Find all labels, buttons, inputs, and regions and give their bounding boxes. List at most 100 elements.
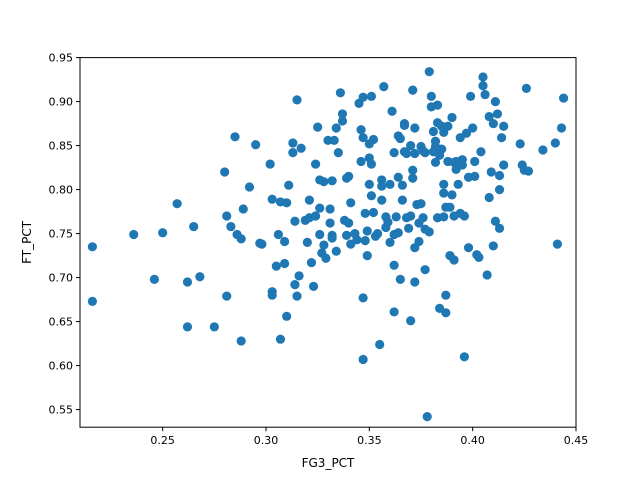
scatter-point	[420, 265, 430, 275]
scatter-point	[463, 243, 474, 253]
scatter-point	[222, 211, 232, 221]
scatter-point	[346, 198, 356, 208]
scatter-point	[265, 159, 275, 169]
x-axis-ticks: 0.25 0.30 0.35 0.40 0.45	[150, 427, 588, 447]
x-tick-label: 0.30	[254, 434, 279, 447]
scatter-point	[360, 208, 370, 218]
scatter-point	[195, 272, 205, 282]
scatter-point	[406, 211, 416, 221]
scatter-point	[189, 221, 199, 232]
scatter-point	[437, 144, 447, 154]
scatter-point	[559, 93, 569, 103]
y-tick-label: 0.90	[49, 96, 74, 109]
scatter-point	[449, 255, 459, 265]
scatter-point	[280, 258, 290, 269]
scatter-point	[358, 133, 368, 143]
scatter-point	[426, 91, 436, 101]
scatter-point	[304, 195, 314, 205]
scatter-point	[158, 228, 168, 238]
scatter-point	[443, 121, 453, 131]
y-axis-ticks: 0.55 0.60 0.65 0.70 0.75 0.80 0.85 0.90 0.95	[49, 52, 80, 417]
scatter-point	[358, 92, 368, 102]
scatter-point	[368, 207, 379, 218]
scatter-point	[424, 227, 434, 237]
scatter-point	[439, 179, 449, 189]
scatter-point	[408, 165, 418, 175]
scatter-point	[488, 241, 498, 251]
y-tick-label: 0.70	[49, 272, 74, 285]
scatter-point	[226, 221, 236, 232]
scatter-point	[87, 296, 97, 306]
plot-frame	[79, 57, 577, 428]
scatter-point	[230, 132, 240, 142]
scatter-point	[494, 170, 505, 181]
scatter-point	[296, 143, 306, 153]
scatter-point	[333, 148, 343, 158]
scatter-point	[478, 81, 488, 91]
scatter-point	[441, 308, 451, 318]
scatter-point	[552, 239, 563, 249]
scatter-point	[410, 123, 420, 133]
scatter-point	[311, 159, 321, 169]
scatter-point	[476, 147, 486, 157]
scatter-point	[271, 261, 281, 271]
scatter-point	[408, 173, 418, 183]
scatter-point	[288, 138, 298, 148]
scatter-point	[368, 134, 379, 145]
scatter-point	[337, 109, 348, 119]
scatter-point	[410, 148, 420, 159]
scatter-point	[490, 216, 500, 226]
scatter-point	[366, 91, 376, 101]
scatter-point	[497, 133, 507, 143]
scatter-point	[445, 202, 455, 212]
scatter-point	[389, 148, 399, 158]
scatter-point	[484, 111, 494, 122]
scatter-point	[492, 109, 503, 119]
scatter-point	[385, 179, 395, 189]
scatter-point	[397, 180, 407, 190]
scatter-point	[406, 316, 416, 326]
scatter-point	[290, 280, 300, 290]
scatter-point	[325, 218, 335, 228]
y-tick-label: 0.95	[49, 52, 74, 65]
y-tick-label: 0.85	[49, 140, 74, 153]
scatter-point	[373, 229, 383, 239]
scatter-point	[280, 236, 290, 247]
scatter-point	[486, 167, 496, 177]
scatter-point	[352, 235, 362, 245]
scatter-point	[389, 307, 399, 317]
data-points	[87, 67, 569, 422]
x-tick-label: 0.45	[564, 434, 589, 447]
scatter-point	[439, 212, 449, 222]
scatter-point	[480, 89, 490, 100]
scatter-point	[395, 133, 405, 144]
scatter-point	[319, 240, 329, 250]
scatter-point	[308, 281, 319, 291]
scatter-point	[222, 291, 232, 301]
scatter-point	[466, 91, 476, 101]
scatter-point	[538, 145, 548, 155]
scatter-point	[470, 156, 480, 167]
scatter-point	[515, 139, 525, 149]
y-tick-label: 0.80	[49, 184, 74, 197]
scatter-point	[410, 277, 420, 287]
x-tick-label: 0.25	[150, 434, 175, 447]
scatter-point	[459, 352, 469, 362]
scatter-point	[406, 141, 416, 151]
scatter-point	[251, 140, 261, 150]
scatter-point	[236, 234, 246, 244]
scatter-point	[337, 116, 348, 126]
scatter-point	[182, 277, 193, 287]
scatter-point	[344, 171, 354, 181]
scatter-point	[364, 179, 374, 189]
scatter-point	[358, 354, 368, 365]
scatter-point	[387, 106, 397, 116]
scatter-point	[441, 290, 451, 300]
scatter-point	[344, 218, 354, 228]
scatter-point	[362, 251, 372, 261]
scatter-point	[389, 260, 399, 270]
x-axis-label: FG3_PCT	[302, 456, 355, 470]
scatter-point	[335, 88, 345, 98]
